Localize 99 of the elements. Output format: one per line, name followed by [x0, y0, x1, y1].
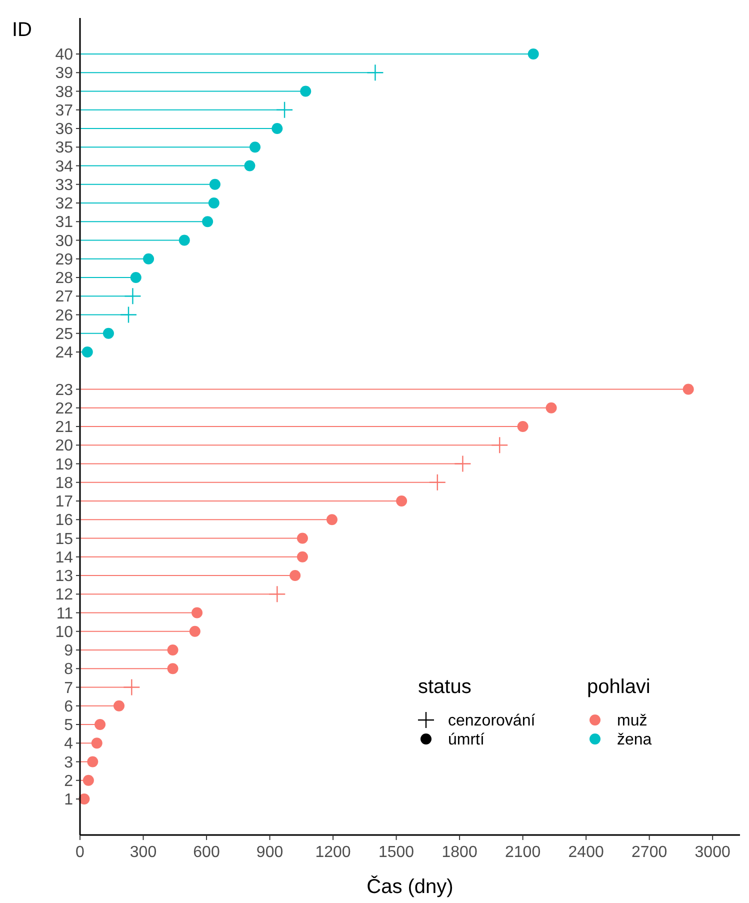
point	[208, 198, 220, 208]
point	[202, 216, 214, 228]
y-tick-label: 15	[55, 530, 74, 548]
y-tick-label: 9	[64, 642, 74, 660]
x-tick-label: 1200	[315, 844, 351, 861]
point	[114, 700, 125, 712]
x-tick-label: 2100	[505, 844, 541, 861]
y-tick-label: 25	[55, 326, 74, 343]
point	[300, 86, 312, 97]
point	[102, 328, 114, 339]
y-tick-label: 35	[55, 140, 74, 157]
y-tick-label: 2	[64, 772, 74, 790]
x-tick-label: 1800	[442, 844, 478, 861]
point	[276, 101, 294, 118]
y-tick-label: 18	[55, 474, 74, 492]
x-tick-label: 2700	[632, 844, 668, 861]
y-tick-label: 26	[55, 307, 74, 324]
point	[290, 570, 301, 581]
point	[189, 626, 200, 637]
point	[87, 756, 98, 768]
point	[396, 496, 408, 506]
point	[366, 64, 384, 82]
point	[296, 551, 308, 562]
x-tick-label: 900	[256, 844, 284, 861]
text: status	[418, 676, 472, 698]
point	[91, 738, 102, 749]
y-tick-label: 11	[56, 605, 74, 622]
x-tick-label: 2400	[568, 844, 604, 861]
x-tick-label: 3000	[694, 844, 730, 861]
point	[120, 306, 138, 324]
annotation: úmrtí	[448, 732, 485, 749]
y-tick-label: 19	[55, 456, 74, 474]
point	[268, 586, 286, 603]
y-tick-label: 1	[64, 792, 74, 809]
point	[428, 474, 446, 491]
point	[178, 234, 190, 246]
y-tick-label: 36	[55, 121, 74, 138]
annotation: cenzorování	[448, 712, 536, 730]
point	[82, 346, 93, 358]
y-tick-label: 24	[55, 344, 74, 362]
point	[124, 288, 142, 305]
y-tick-label: 17	[55, 494, 74, 511]
y-tick-label: 37	[55, 102, 74, 120]
point	[517, 421, 528, 432]
y-tick-label: 14	[55, 549, 74, 566]
point	[123, 678, 140, 696]
point	[167, 644, 178, 656]
x-tick-label: 300	[130, 844, 157, 861]
y-tick-label: 6	[64, 698, 74, 716]
text: pohlavi	[587, 676, 650, 698]
point	[491, 436, 508, 454]
y-tick-label: 10	[55, 624, 74, 641]
y-tick-label: 4	[64, 736, 74, 753]
x-axis-title: Čas (dny)	[366, 875, 454, 898]
y-tick-label: 21	[55, 419, 74, 436]
point	[167, 663, 178, 674]
y-tick-label: 7	[64, 680, 74, 697]
y-tick-label: 27	[55, 288, 74, 306]
y-tick-label: 29	[55, 251, 74, 268]
y-tick-label: 33	[55, 176, 74, 194]
point	[78, 794, 90, 804]
y-tick-label: 8	[64, 661, 74, 678]
point	[546, 402, 557, 414]
point	[682, 384, 694, 395]
point	[209, 178, 220, 190]
point	[528, 48, 539, 60]
x-tick-label: 0	[76, 844, 85, 861]
point	[94, 719, 106, 730]
x-tick-label: 1500	[378, 844, 414, 861]
y-tick-label: 16	[55, 512, 74, 530]
y-tick-label: 39	[55, 65, 74, 82]
y-tick-label: 32	[55, 196, 74, 213]
y-tick-label: 3	[64, 754, 74, 772]
y-tick-label: 31	[55, 214, 74, 232]
y-tick-label: 20	[55, 438, 74, 455]
point	[326, 514, 338, 526]
y-tick-label: 22	[55, 400, 74, 418]
point	[82, 774, 94, 786]
point	[244, 160, 256, 172]
legend-label: žena	[617, 732, 652, 749]
point	[454, 455, 472, 472]
point	[143, 253, 154, 264]
y-tick-label: 5	[64, 717, 74, 734]
y-tick-label: 40	[55, 46, 74, 64]
point	[272, 123, 283, 134]
y-tick-label: 38	[55, 84, 74, 101]
y-tick-label: 13	[55, 568, 74, 586]
y-tick-label: 30	[55, 232, 74, 250]
legend-label: muž	[617, 712, 648, 730]
y-tick-label: 34	[55, 158, 74, 176]
y-tick-label: 28	[55, 270, 74, 288]
y-tick-label: 12	[55, 586, 74, 604]
y-axis-title: ID	[12, 19, 32, 41]
point	[296, 532, 308, 544]
point	[250, 142, 261, 153]
point	[192, 607, 203, 618]
y-tick-label: 23	[55, 382, 74, 399]
x-tick-label: 600	[193, 844, 220, 861]
point	[130, 272, 142, 283]
